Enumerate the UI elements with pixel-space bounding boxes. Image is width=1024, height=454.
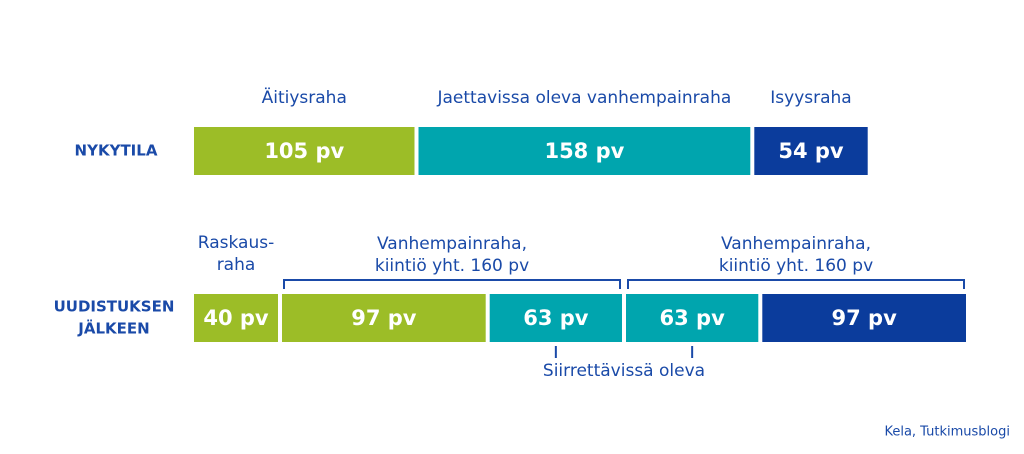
segment-label: 63 pv <box>523 306 589 330</box>
segment-header: Äitiysraha <box>262 87 347 108</box>
segment-label: 40 pv <box>203 306 269 330</box>
segment <box>194 294 278 342</box>
segment <box>754 127 868 175</box>
segment-label: 54 pv <box>778 139 844 163</box>
segment-header: Jaettavissa oleva vanhempainraha <box>437 88 732 108</box>
segment-label: 97 pv <box>832 306 898 330</box>
segment-label: 105 pv <box>264 139 344 163</box>
segment-header: Raskaus- <box>198 233 274 253</box>
bracket <box>283 279 621 289</box>
group-header: Vanhempainraha, <box>377 234 527 254</box>
row-label: NYKYTILA <box>75 142 158 160</box>
segment-label: 97 pv <box>351 306 417 330</box>
group-header: kiintiö yht. 160 pv <box>375 256 529 276</box>
segment-header: raha <box>217 255 256 275</box>
segment <box>489 294 622 342</box>
row-label: JÄLKEEN <box>77 319 149 338</box>
group-header: Vanhempainraha, <box>721 234 871 254</box>
source: Kela, Tutkimusblogi <box>884 425 1010 440</box>
segment-header: Isyysraha <box>770 88 851 108</box>
group-header: kiintiö yht. 160 pv <box>719 256 873 276</box>
segment <box>418 127 751 175</box>
segment <box>282 294 486 342</box>
segment-label: 63 pv <box>660 306 726 330</box>
row-label: UUDISTUKSEN <box>54 298 175 316</box>
segment <box>626 294 759 342</box>
bracket <box>627 279 965 289</box>
note: Siirrettävissä oleva <box>543 361 705 381</box>
segment <box>762 294 966 342</box>
segment-label: 158 pv <box>544 139 624 163</box>
segment <box>194 127 415 175</box>
